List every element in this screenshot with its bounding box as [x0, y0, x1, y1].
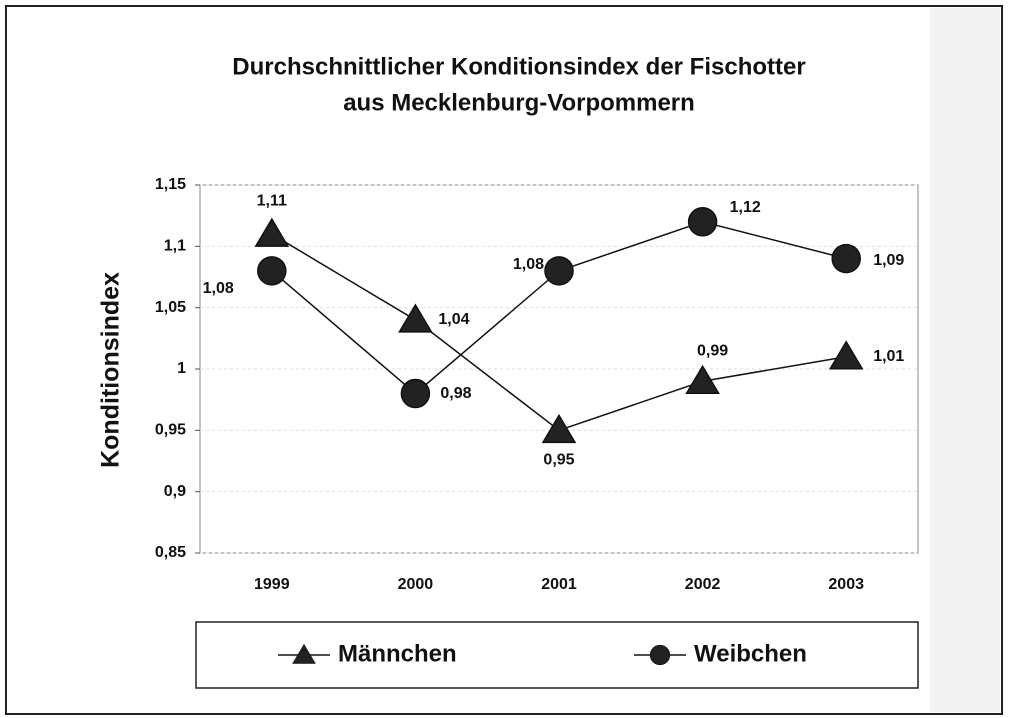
y-tick-label: 0,9 [164, 483, 186, 500]
triangle-marker [292, 643, 316, 664]
y-axis-label: Konditionsindex [97, 272, 125, 468]
circle-marker [400, 378, 431, 409]
data-label: 1,08 [513, 256, 544, 273]
triangle-marker [254, 217, 290, 247]
x-tick-label: 2003 [828, 576, 864, 593]
data-label: 0,99 [697, 342, 728, 359]
y-tick-label: 0,85 [155, 544, 186, 561]
circle-marker [649, 644, 671, 666]
data-label: 1,01 [873, 348, 904, 365]
circle-marker [831, 243, 861, 274]
triangle-marker [685, 364, 720, 395]
data-label: 1,11 [257, 192, 287, 209]
data-label: 0,98 [440, 385, 471, 402]
data-label: 1,04 [438, 311, 469, 328]
x-tick-label: 1999 [254, 576, 290, 593]
y-tick-label: 1,05 [155, 299, 186, 316]
chart-title: Durchschnittlicher Konditionsindex der F… [232, 53, 805, 80]
data-label: 0,95 [543, 452, 574, 469]
plot-area [199, 184, 919, 554]
triangle-marker [541, 413, 577, 444]
triangle-marker [398, 303, 433, 333]
data-label: 1,08 [203, 280, 234, 297]
circle-marker [257, 256, 287, 286]
circle-marker [544, 256, 574, 286]
scan-edge [930, 8, 1000, 712]
legend-label: Männchen [338, 640, 457, 667]
x-tick-label: 2002 [685, 576, 721, 593]
y-tick-label: 0,95 [155, 422, 186, 439]
data-label: 1,09 [873, 252, 904, 269]
triangle-marker [828, 340, 864, 370]
x-tick-label: 2001 [541, 576, 577, 593]
y-tick-label: 1,15 [155, 176, 186, 193]
legend-label: Weibchen [694, 640, 807, 667]
data-label: 1,12 [730, 199, 761, 216]
y-tick-label: 1 [177, 360, 186, 377]
circle-marker [687, 207, 718, 237]
x-tick-label: 2000 [398, 576, 434, 593]
y-tick-label: 1,1 [164, 238, 186, 255]
chart-title: aus Mecklenburg-Vorpommern [343, 89, 695, 116]
